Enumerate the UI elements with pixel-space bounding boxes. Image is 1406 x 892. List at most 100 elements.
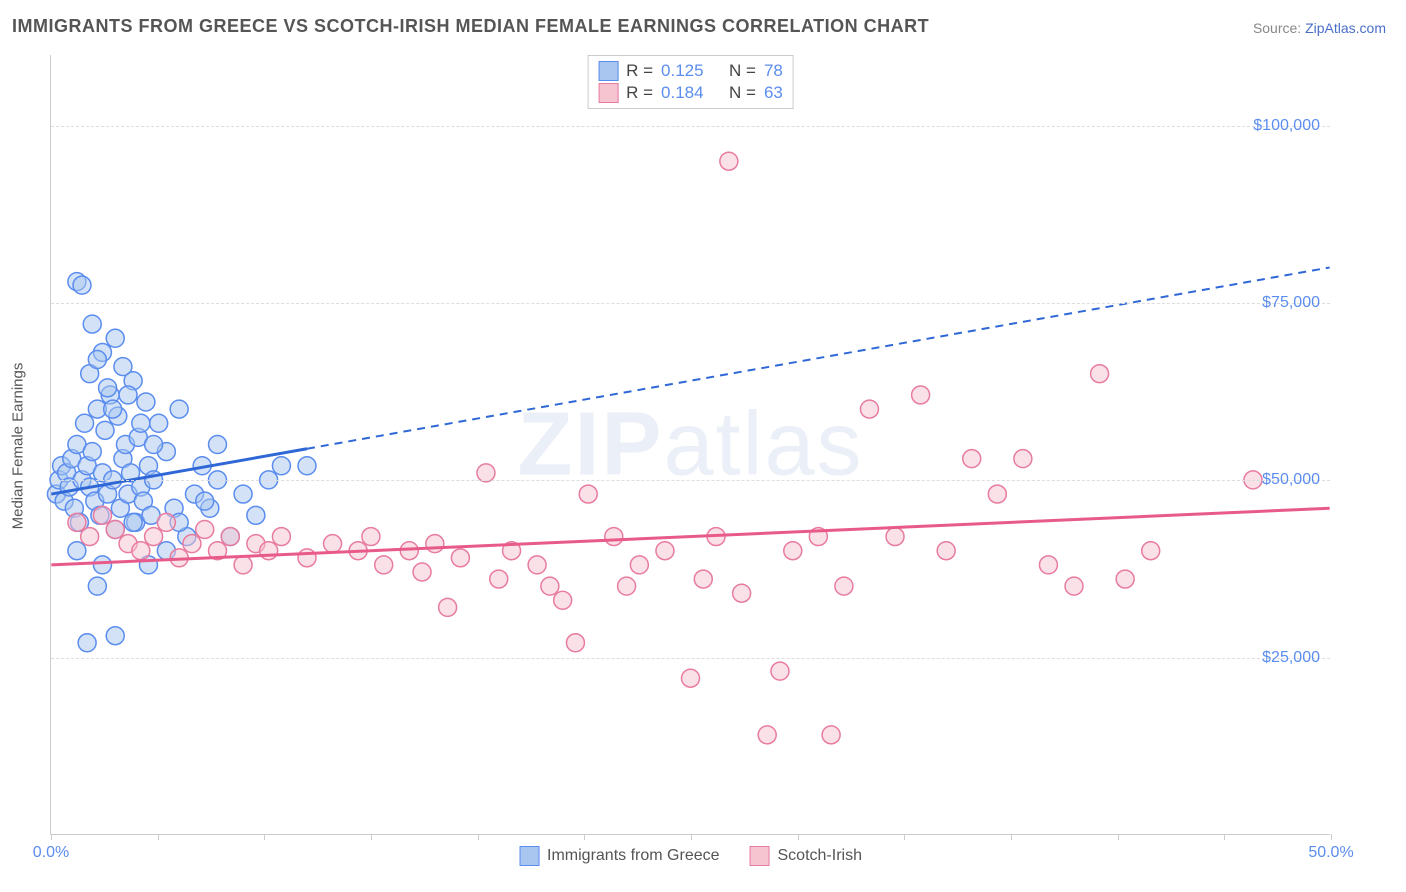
data-point-scotch_irish <box>272 528 290 546</box>
source-attribution: Source: ZipAtlas.com <box>1253 20 1386 36</box>
data-point-scotch_irish <box>439 598 457 616</box>
x-tick <box>1224 834 1225 840</box>
data-point-greece <box>114 358 132 376</box>
stats-row-greece: R = 0.125 N = 78 <box>598 60 783 82</box>
data-point-scotch_irish <box>554 591 572 609</box>
gridline <box>51 303 1330 304</box>
x-tick <box>1011 834 1012 840</box>
data-point-greece <box>196 492 214 510</box>
data-point-scotch_irish <box>886 528 904 546</box>
data-point-scotch_irish <box>196 520 214 538</box>
data-point-scotch_irish <box>682 669 700 687</box>
x-tick <box>158 834 159 840</box>
data-point-scotch_irish <box>988 485 1006 503</box>
data-point-scotch_irish <box>451 549 469 567</box>
data-point-scotch_irish <box>1014 450 1032 468</box>
gridline <box>51 658 1330 659</box>
stats-box: R = 0.125 N = 78 R = 0.184 N = 63 <box>587 55 794 109</box>
legend-label-greece: Immigrants from Greece <box>547 847 719 865</box>
data-point-scotch_irish <box>477 464 495 482</box>
data-point-greece <box>298 457 316 475</box>
data-point-scotch_irish <box>579 485 597 503</box>
y-axis-title: Median Female Earnings <box>10 363 27 530</box>
data-point-greece <box>234 485 252 503</box>
legend-greece: Immigrants from Greece <box>519 846 719 866</box>
data-point-scotch_irish <box>860 400 878 418</box>
data-point-scotch_irish <box>720 152 738 170</box>
data-point-scotch_irish <box>221 528 239 546</box>
legend-swatch-greece <box>519 846 539 866</box>
trend-line-scotch_irish <box>51 508 1329 565</box>
data-point-greece <box>209 436 227 454</box>
chart-container: IMMIGRANTS FROM GREECE VS SCOTCH-IRISH M… <box>0 0 1406 892</box>
y-tick-label: $50,000 <box>1262 471 1320 489</box>
x-tick <box>691 834 692 840</box>
x-tick-label: 0.0% <box>33 844 69 862</box>
data-point-scotch_irish <box>157 513 175 531</box>
data-point-scotch_irish <box>1091 365 1109 383</box>
data-point-scotch_irish <box>298 549 316 567</box>
data-point-greece <box>76 414 94 432</box>
data-point-greece <box>170 400 188 418</box>
data-point-greece <box>104 400 122 418</box>
data-point-scotch_irish <box>375 556 393 574</box>
data-point-greece <box>99 379 117 397</box>
data-point-scotch_irish <box>1039 556 1057 574</box>
data-point-greece <box>272 457 290 475</box>
data-point-scotch_irish <box>490 570 508 588</box>
data-point-greece <box>78 634 96 652</box>
data-point-greece <box>247 506 265 524</box>
data-point-scotch_irish <box>362 528 380 546</box>
data-point-scotch_irish <box>1065 577 1083 595</box>
y-tick-label: $75,000 <box>1262 294 1320 312</box>
legend-bottom: Immigrants from Greece Scotch-Irish <box>519 846 862 866</box>
legend-swatch-scotch <box>750 846 770 866</box>
x-tick <box>798 834 799 840</box>
x-tick <box>478 834 479 840</box>
data-point-greece <box>106 329 124 347</box>
data-point-greece <box>137 393 155 411</box>
source-link[interactable]: ZipAtlas.com <box>1305 20 1386 36</box>
x-tick-label: 50.0% <box>1308 844 1353 862</box>
data-point-scotch_irish <box>426 535 444 553</box>
data-point-greece <box>145 436 163 454</box>
data-point-scotch_irish <box>912 386 930 404</box>
y-tick-label: $25,000 <box>1262 649 1320 667</box>
r-label: R = <box>626 61 653 81</box>
x-tick <box>371 834 372 840</box>
data-point-scotch_irish <box>784 542 802 560</box>
chart-title: IMMIGRANTS FROM GREECE VS SCOTCH-IRISH M… <box>12 16 929 37</box>
r-value-greece: 0.125 <box>661 61 704 81</box>
data-point-greece <box>150 414 168 432</box>
data-point-scotch_irish <box>541 577 559 595</box>
r-label: R = <box>626 83 653 103</box>
x-tick <box>904 834 905 840</box>
data-point-scotch_irish <box>758 726 776 744</box>
n-value-greece: 78 <box>764 61 783 81</box>
swatch-scotch <box>598 83 618 103</box>
n-label: N = <box>729 83 756 103</box>
data-point-scotch_irish <box>1142 542 1160 560</box>
data-point-scotch_irish <box>733 584 751 602</box>
stats-row-scotch: R = 0.184 N = 63 <box>598 82 783 104</box>
data-point-greece <box>68 542 86 560</box>
n-value-scotch: 63 <box>764 83 783 103</box>
data-point-greece <box>88 577 106 595</box>
gridline <box>51 480 1330 481</box>
r-value-scotch: 0.184 <box>661 83 704 103</box>
data-point-greece <box>106 627 124 645</box>
data-point-greece <box>83 443 101 461</box>
data-point-scotch_irish <box>937 542 955 560</box>
data-point-scotch_irish <box>656 542 674 560</box>
x-tick <box>1118 834 1119 840</box>
data-point-greece <box>119 386 137 404</box>
data-point-scotch_irish <box>68 513 86 531</box>
data-point-scotch_irish <box>93 506 111 524</box>
legend-scotch: Scotch-Irish <box>750 846 862 866</box>
data-point-greece <box>96 421 114 439</box>
data-point-scotch_irish <box>234 556 252 574</box>
swatch-greece <box>598 61 618 81</box>
data-point-scotch_irish <box>835 577 853 595</box>
x-tick <box>1331 834 1332 840</box>
data-point-greece <box>93 556 111 574</box>
